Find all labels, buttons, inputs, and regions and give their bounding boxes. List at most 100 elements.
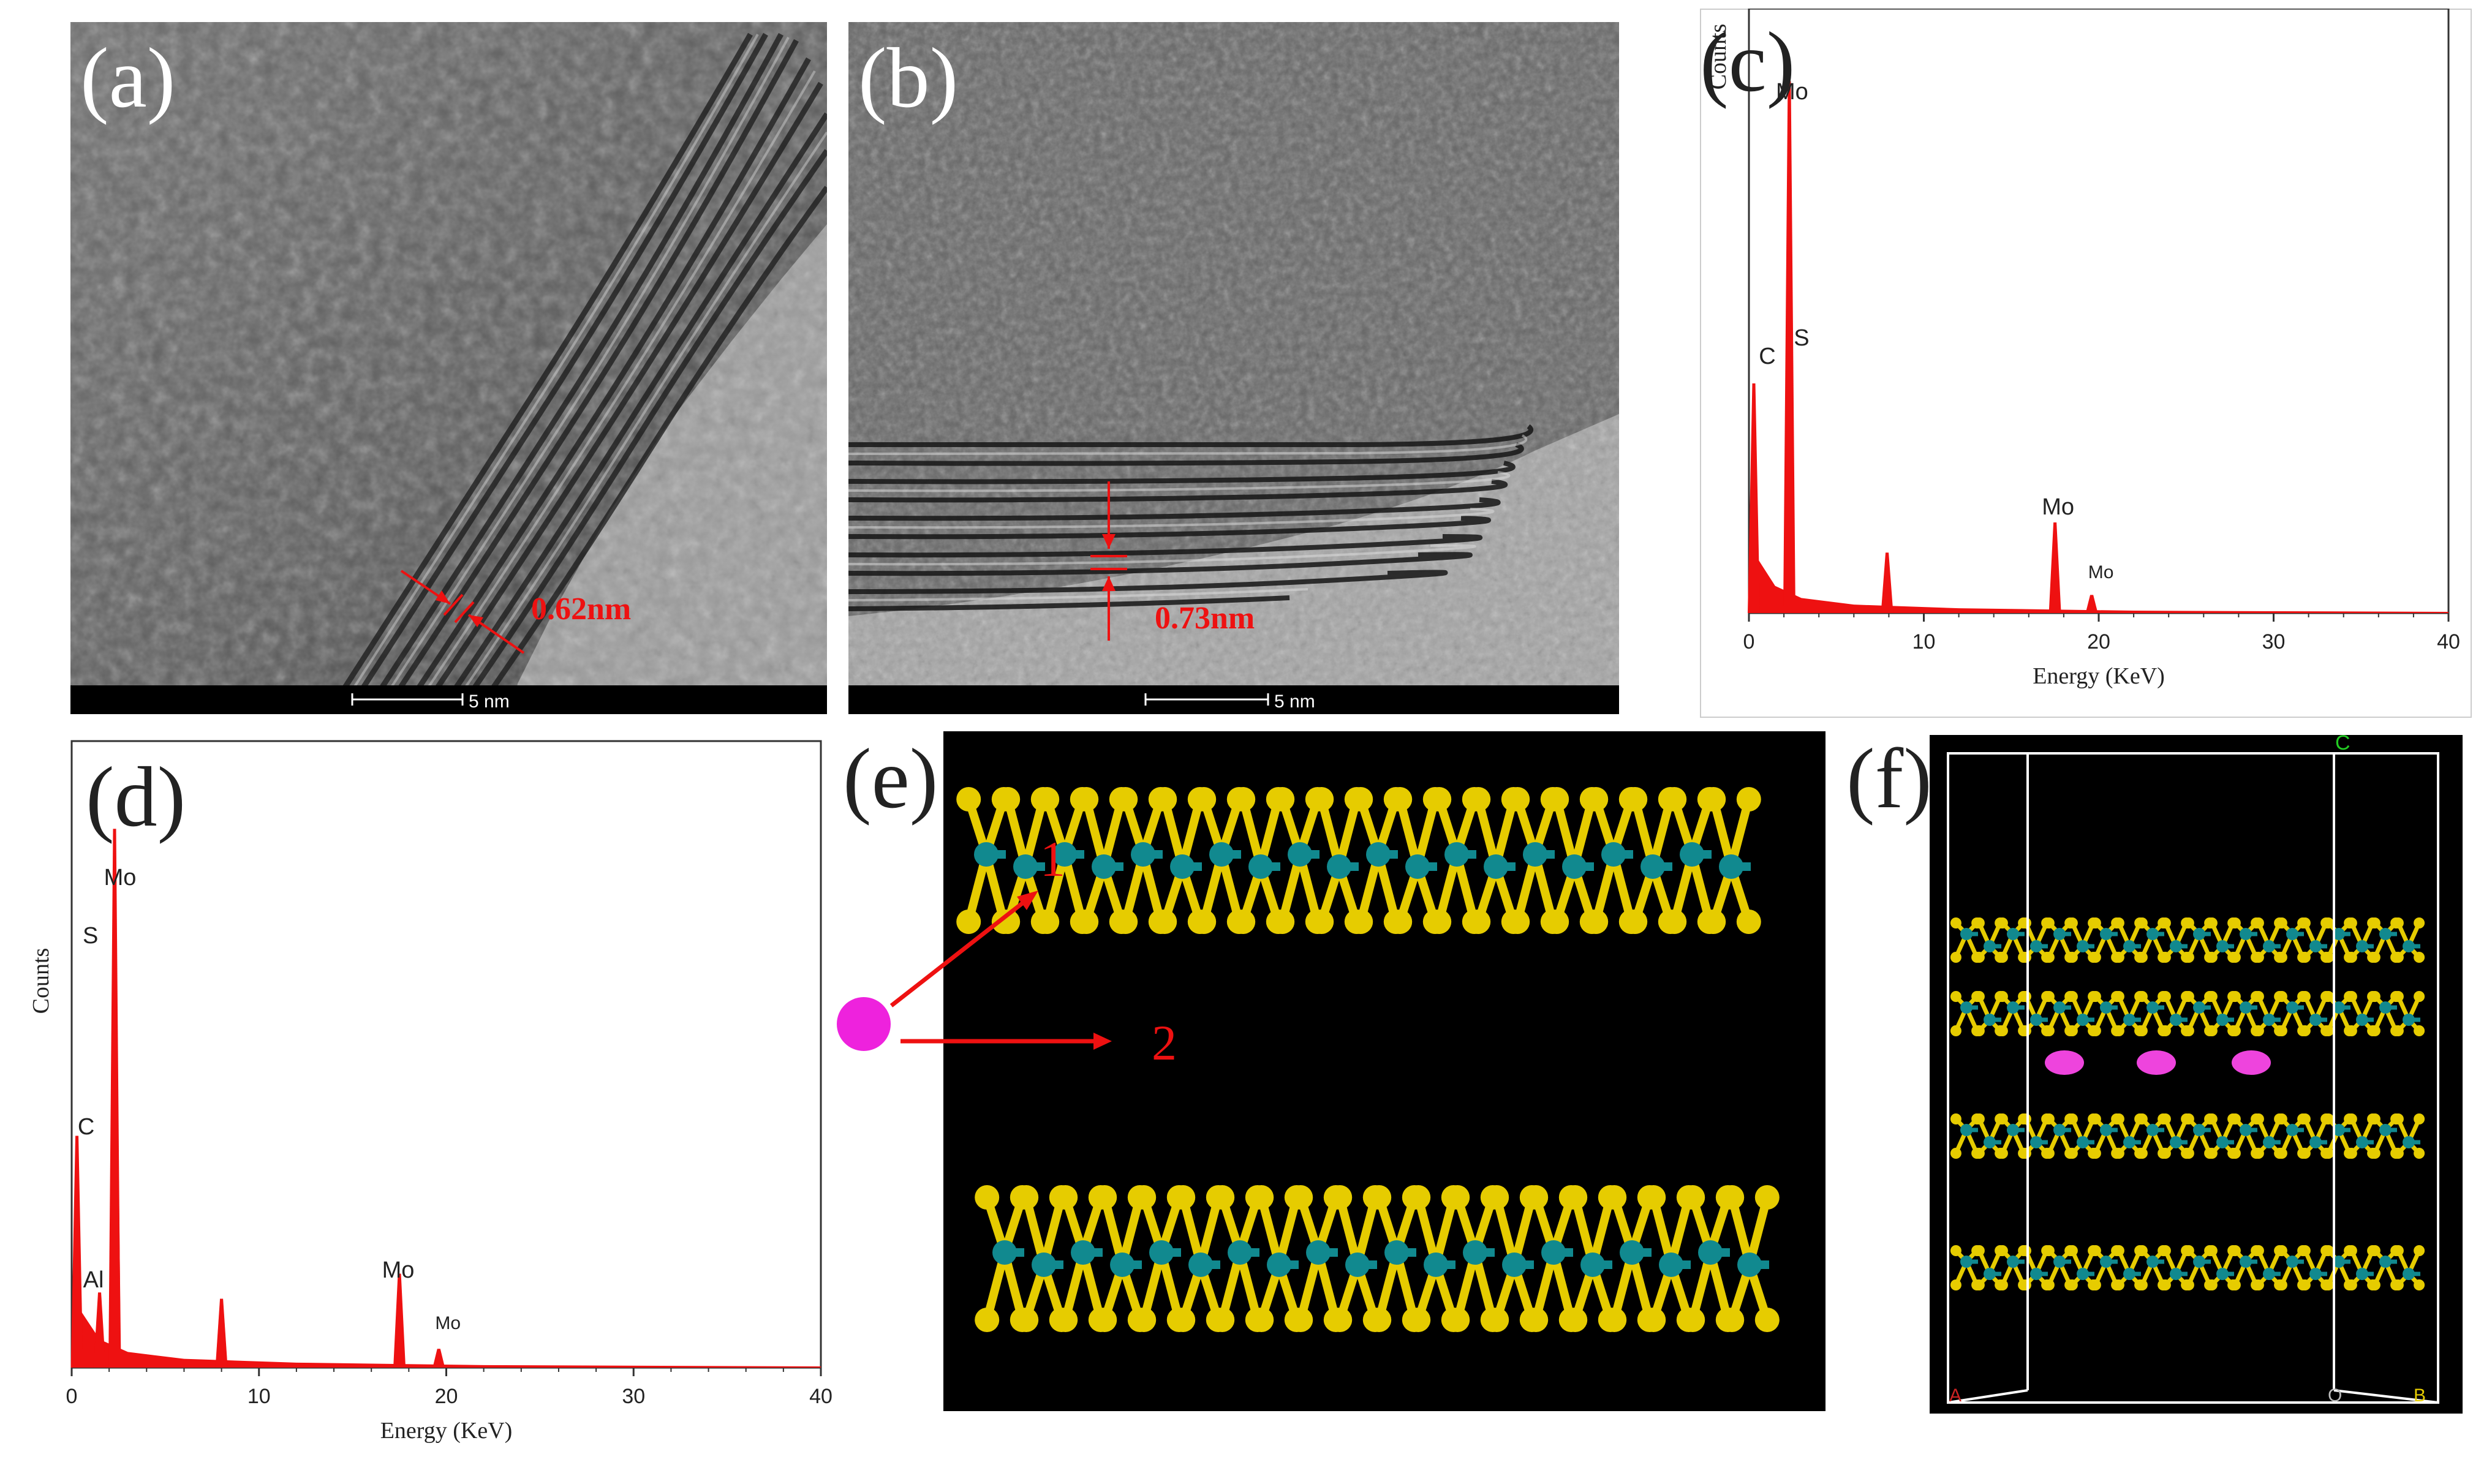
sulfur-atom: [2183, 1245, 2194, 1256]
sulfur-atom: [2020, 1025, 2031, 1036]
sulfur-atom: [1584, 910, 1609, 934]
molybdenum-atom: [2146, 1124, 2159, 1136]
sulfur-atom: [995, 787, 1021, 812]
sulfur-atom: [2090, 1148, 2101, 1159]
measurement-label-a: 0.62nm: [531, 592, 631, 627]
molybdenum-atom: [2146, 928, 2159, 940]
sulfur-atom: [1427, 910, 1452, 934]
sulfur-atom: [2136, 1148, 2148, 1159]
sulfur-atom: [2414, 1245, 2425, 1256]
molybdenum-atom: [1960, 928, 1973, 940]
sulfur-atom: [2090, 952, 2101, 963]
molybdenum-atom: [2379, 1001, 2392, 1014]
sulfur-atom: [2159, 991, 2171, 1002]
molybdenum-atom: [1580, 1252, 1605, 1277]
sulfur-atom: [2252, 952, 2264, 963]
peak-annotation: S: [83, 923, 98, 949]
sulfur-atom: [1152, 787, 1177, 812]
sulfur-atom: [2113, 1025, 2124, 1036]
sulfur-atom: [2414, 991, 2425, 1002]
sulfur-atom: [1662, 787, 1687, 812]
sulfur-atom: [1171, 1308, 1196, 1332]
sulfur-atom: [2276, 1245, 2287, 1256]
sulfur-atom: [2136, 952, 2148, 963]
molybdenum-atom: [1562, 854, 1587, 879]
sulfur-atom: [2020, 917, 2031, 928]
molybdenum-atom: [1984, 1014, 1996, 1026]
measurement-label-b: 0.73nm: [1155, 601, 1255, 636]
sulfur-atom: [2066, 991, 2078, 1002]
sulfur-atom: [1367, 1185, 1392, 1210]
sulfur-atom: [1171, 1185, 1196, 1210]
molybdenum-atom: [2240, 1001, 2252, 1014]
molybdenum-atom: [1960, 1001, 1973, 1014]
molybdenum-atom: [1248, 854, 1273, 879]
sulfur-atom: [2392, 917, 2404, 928]
tem-image-a: 5 nm 0.62nm: [70, 22, 829, 716]
sulfur-atom: [2113, 1279, 2124, 1290]
sulfur-atom: [2206, 1279, 2218, 1290]
molybdenum-atom: [1620, 1240, 1644, 1265]
spectrum-peak: [432, 1349, 445, 1368]
y-axis-label: Counts: [1705, 24, 1731, 90]
molybdenum-atom: [2146, 1256, 2159, 1268]
molybdenum-atom: [992, 1240, 1017, 1265]
sulfur-atom: [1484, 1185, 1509, 1210]
sulfur-atom: [2113, 917, 2124, 928]
molybdenum-atom: [2123, 1136, 2135, 1148]
sulfur-atom: [1973, 1113, 1985, 1124]
sulfur-atom: [1505, 787, 1530, 812]
sulfur-atom: [1563, 1185, 1588, 1210]
sulfur-atom: [2020, 952, 2031, 963]
molybdenum-atom: [2286, 1001, 2298, 1014]
sulfur-atom: [2276, 1025, 2287, 1036]
molybdenum-atom: [1444, 842, 1469, 867]
sulfur-atom: [2229, 1113, 2241, 1124]
sulfur-atom: [2229, 1025, 2241, 1036]
sulfur-atom: [2392, 1148, 2404, 1159]
sulfur-atom: [2229, 1148, 2241, 1159]
molybdenum-atom: [2403, 1268, 2415, 1280]
sulfur-atom: [1950, 1279, 1961, 1290]
peak-annotation: Mo: [435, 1313, 461, 1333]
sulfur-atom: [2322, 952, 2334, 963]
molybdenum-atom: [2007, 1124, 2019, 1136]
molybdenum-atom: [2053, 1256, 2066, 1268]
sulfur-atom: [1270, 787, 1295, 812]
sulfur-atom: [1701, 787, 1726, 812]
sulfur-atom: [2346, 1025, 2357, 1036]
sulfur-atom: [2276, 917, 2287, 928]
sulfur-atom: [1973, 1025, 1985, 1036]
sulfur-atom: [1406, 1185, 1431, 1210]
molybdenum-atom: [1013, 854, 1038, 879]
molybdenum-atom: [2030, 1268, 2042, 1280]
sulfur-atom: [1406, 1308, 1431, 1332]
molybdenum-atom: [2286, 1124, 2298, 1136]
sulfur-atom: [2252, 1148, 2264, 1159]
sulfur-atom: [2066, 1113, 2078, 1124]
sulfur-atom: [2206, 1148, 2218, 1159]
sulfur-atom: [1113, 787, 1138, 812]
molybdenum-atom: [1601, 842, 1626, 867]
spectrum-peak: [70, 1136, 83, 1368]
sulfur-atom: [1563, 1308, 1588, 1332]
sulfur-atom: [1950, 1148, 1961, 1159]
molybdenum-atom: [2263, 1136, 2275, 1148]
panel-b-tem-image: 5 nm 0.73nm (b): [848, 22, 1619, 714]
sulfur-atom: [2183, 1279, 2194, 1290]
sulfur-atom: [2229, 952, 2241, 963]
molybdenum-atom: [1680, 842, 1704, 867]
molybdenum-atom: [1188, 1252, 1213, 1277]
sulfur-atom: [1720, 1185, 1745, 1210]
x-tick-label: 30: [622, 1385, 645, 1408]
axis-label-o: O: [2328, 1385, 2342, 1406]
sulfur-atom: [2346, 1113, 2357, 1124]
molybdenum-atom: [2077, 940, 2089, 952]
sulfur-atom: [1996, 917, 2008, 928]
panel-label-e: (e): [843, 731, 938, 826]
sulfur-atom: [2183, 1025, 2194, 1036]
sulfur-atom: [2066, 1148, 2078, 1159]
sulfur-atom: [1367, 1308, 1392, 1332]
sulfur-atom: [1327, 1185, 1353, 1210]
molybdenum-atom: [2403, 940, 2415, 952]
